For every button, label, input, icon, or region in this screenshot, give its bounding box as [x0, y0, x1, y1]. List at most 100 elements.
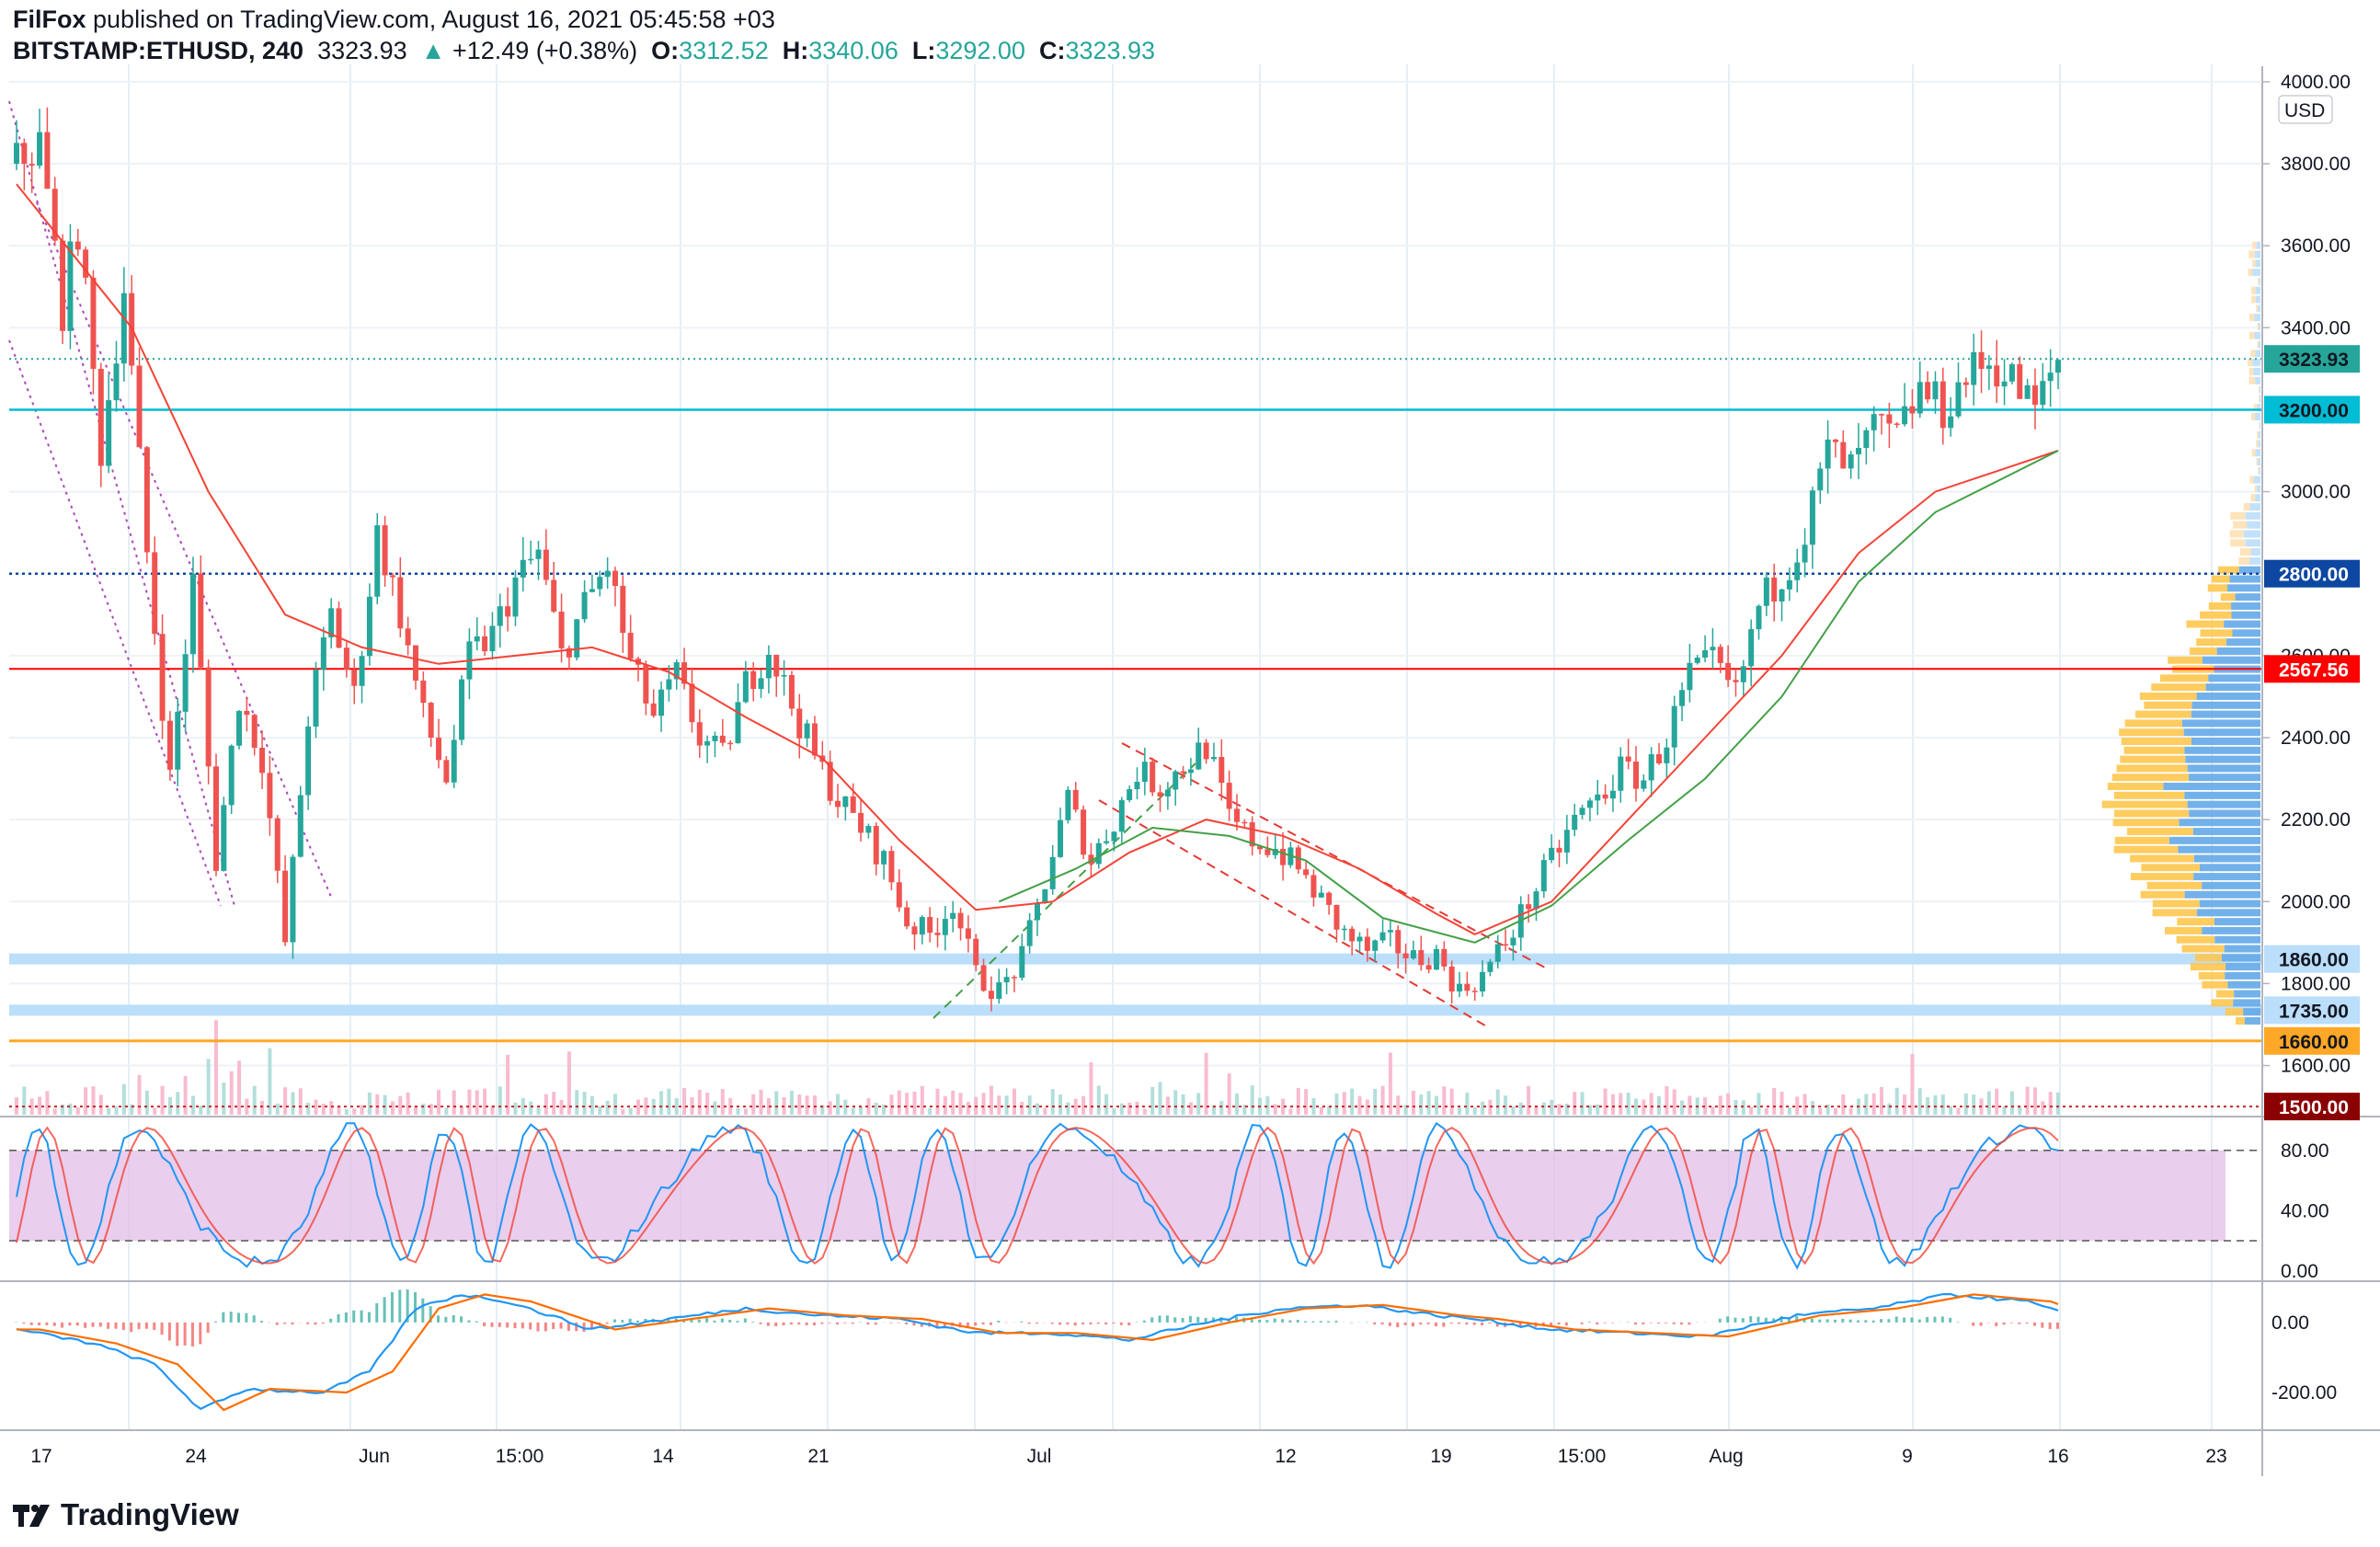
candle[interactable] — [1579, 804, 1585, 819]
candle[interactable] — [1503, 929, 1509, 952]
candle[interactable] — [1196, 728, 1202, 771]
candle[interactable] — [1379, 919, 1386, 944]
candle[interactable] — [212, 753, 219, 877]
candle[interactable] — [1725, 645, 1732, 687]
candle[interactable] — [1333, 904, 1340, 943]
candle[interactable] — [221, 796, 227, 872]
candle[interactable] — [942, 906, 948, 951]
candle[interactable] — [1533, 888, 1539, 922]
candle[interactable] — [1035, 898, 1040, 936]
candle[interactable] — [827, 751, 833, 806]
candle[interactable] — [1241, 819, 1248, 828]
candle[interactable] — [198, 555, 204, 670]
candle[interactable] — [1127, 785, 1133, 803]
candle[interactable] — [750, 662, 757, 702]
candle[interactable] — [1310, 869, 1317, 907]
candle[interactable] — [1948, 396, 1954, 437]
candle[interactable] — [51, 177, 58, 246]
candle[interactable] — [1326, 891, 1333, 915]
candle[interactable] — [873, 822, 879, 876]
candle[interactable] — [1233, 794, 1240, 831]
candle[interactable] — [919, 915, 925, 945]
candle[interactable] — [44, 107, 51, 189]
candle[interactable] — [704, 735, 711, 763]
price-level-label[interactable]: 2800.00 — [2264, 559, 2360, 588]
candle[interactable] — [1572, 803, 1578, 837]
stoch-axis[interactable]: 80.00 40.00 0.00 — [2281, 1140, 2329, 1282]
candle[interactable] — [673, 659, 680, 690]
candle[interactable] — [1480, 960, 1486, 997]
candle[interactable] — [397, 556, 404, 637]
candle[interactable] — [1280, 831, 1287, 881]
candle[interactable] — [1656, 742, 1663, 765]
candle[interactable] — [1609, 774, 1616, 812]
candle[interactable] — [1433, 945, 1439, 970]
candle[interactable] — [120, 267, 127, 382]
candle[interactable] — [1402, 943, 1409, 974]
price-level-label[interactable]: 2567.56 — [2264, 655, 2360, 683]
candle[interactable] — [627, 614, 634, 662]
candle[interactable] — [282, 854, 289, 946]
candle[interactable] — [574, 618, 580, 661]
candle[interactable] — [1042, 888, 1048, 904]
candle[interactable] — [205, 659, 212, 785]
candle[interactable] — [1150, 757, 1156, 796]
candle[interactable] — [1595, 779, 1601, 816]
candle[interactable] — [351, 658, 358, 705]
candle[interactable] — [1164, 782, 1171, 810]
candle[interactable] — [1671, 695, 1677, 766]
candle[interactable] — [1180, 765, 1186, 780]
candle[interactable] — [2024, 378, 2031, 399]
candle[interactable] — [1717, 644, 1723, 673]
candle[interactable] — [1994, 339, 2000, 404]
candle[interactable] — [819, 740, 826, 770]
candle[interactable] — [1118, 796, 1125, 843]
candle[interactable] — [1932, 371, 1939, 414]
candle[interactable] — [497, 593, 503, 648]
candle[interactable] — [1955, 362, 1962, 418]
time-axis[interactable]: 17 24 Jun 15:00 14 21 Jul 12 19 15:00 Aug 9 16 23 — [30, 1446, 2226, 1467]
candle[interactable] — [950, 900, 956, 933]
candle[interactable] — [97, 362, 104, 487]
macd-axis[interactable]: 0.00 -200.00 — [2271, 1312, 2337, 1404]
candle[interactable] — [1157, 785, 1163, 812]
candle[interactable] — [1494, 934, 1501, 969]
candle[interactable] — [1962, 377, 1969, 398]
candle[interactable] — [2040, 362, 2046, 411]
candle[interactable] — [896, 869, 902, 912]
candle[interactable] — [259, 730, 266, 789]
candle[interactable] — [359, 650, 365, 704]
candle[interactable] — [1457, 971, 1463, 998]
candle[interactable] — [758, 670, 764, 698]
candle[interactable] — [443, 755, 450, 785]
candle[interactable] — [811, 716, 818, 760]
candle[interactable] — [1441, 941, 1447, 971]
candle[interactable] — [1902, 383, 1908, 427]
candle[interactable] — [551, 561, 557, 613]
candle[interactable] — [965, 915, 971, 953]
candle[interactable] — [436, 718, 442, 769]
candle[interactable] — [858, 799, 864, 842]
candle[interactable] — [1141, 747, 1148, 796]
candle[interactable] — [159, 614, 166, 739]
candle[interactable] — [543, 529, 549, 586]
candle[interactable] — [1341, 924, 1347, 941]
price-level-label[interactable]: 1660.00 — [2264, 1026, 2360, 1055]
candle[interactable] — [244, 696, 250, 732]
candle[interactable] — [1710, 628, 1716, 670]
candle[interactable] — [1733, 669, 1739, 697]
candle[interactable] — [166, 711, 173, 781]
candle[interactable] — [228, 744, 235, 814]
candle[interactable] — [313, 661, 319, 739]
candle[interactable] — [1187, 758, 1194, 786]
stoch-d-line[interactable] — [16, 1126, 2059, 1266]
candle[interactable] — [1618, 747, 1624, 803]
candle[interactable] — [535, 541, 542, 580]
candle[interactable] — [1318, 885, 1324, 899]
candle[interactable] — [1863, 427, 1870, 464]
candle[interactable] — [1740, 659, 1746, 696]
candle[interactable] — [1625, 739, 1631, 770]
candle[interactable] — [29, 152, 35, 193]
candle[interactable] — [835, 784, 841, 819]
candlesticks[interactable] — [14, 107, 2061, 1012]
